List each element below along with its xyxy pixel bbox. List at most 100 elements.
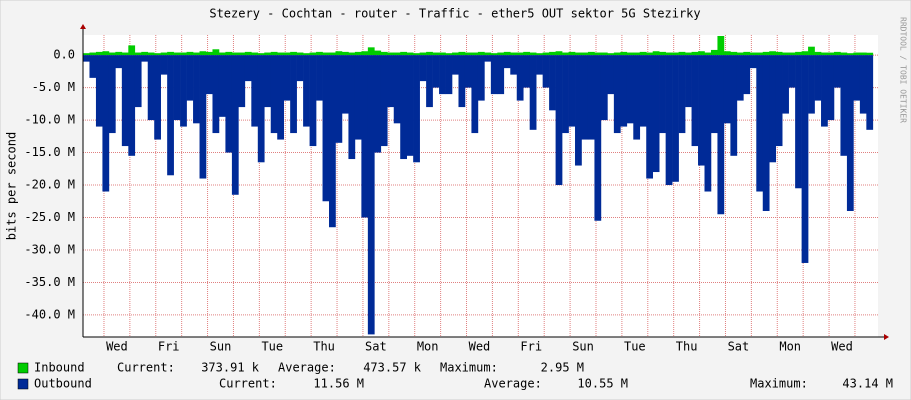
bar: [691, 55, 699, 147]
bar: [723, 55, 731, 124]
bar: [238, 52, 246, 56]
bar: [180, 52, 187, 56]
bar: [393, 55, 401, 124]
bar: [821, 52, 828, 56]
bar: [477, 55, 485, 101]
x-tick-label: Mon: [417, 340, 439, 354]
y-tick-label: -10.0 M: [24, 113, 75, 127]
bar: [782, 52, 789, 56]
bar: [549, 55, 556, 111]
bar: [400, 51, 407, 56]
bar: [639, 55, 647, 127]
bar: [367, 47, 375, 56]
bar: [659, 55, 666, 134]
bar: [238, 55, 246, 108]
bar: [303, 55, 310, 127]
bar: [587, 55, 595, 140]
bar: [193, 55, 200, 124]
bar: [620, 51, 628, 56]
bar: [89, 55, 97, 78]
legend-label: Inbound: [34, 361, 85, 375]
bar: [484, 52, 492, 56]
bar: [419, 55, 427, 82]
bar: [173, 55, 181, 121]
bar: [698, 51, 705, 56]
bar: [348, 55, 356, 160]
bar: [788, 52, 796, 56]
bar: [497, 52, 505, 56]
bar: [445, 55, 453, 95]
y-tick-label: -25.0 M: [24, 210, 75, 224]
x-tick-label: Fri: [158, 340, 180, 354]
bar: [529, 55, 537, 130]
bar: [523, 55, 531, 88]
legend-value: 11.56 M: [313, 377, 364, 391]
bar: [361, 55, 369, 218]
bar: [672, 55, 679, 182]
bar: [704, 52, 712, 56]
bar: [633, 52, 641, 56]
bar: [646, 55, 654, 179]
bar: [134, 52, 142, 56]
y-axis-label: bits per second: [5, 132, 19, 240]
bar: [846, 53, 854, 56]
y-tick-label: -20.0 M: [24, 178, 75, 192]
bar: [452, 52, 459, 56]
bar: [717, 55, 725, 215]
bar: [665, 55, 673, 186]
bar: [833, 55, 841, 88]
x-tick-label: Thu: [676, 340, 698, 354]
bar: [497, 55, 505, 95]
bar: [464, 52, 472, 56]
bar: [380, 51, 388, 56]
bar: [199, 51, 207, 56]
bar: [206, 55, 213, 95]
bar: [859, 52, 867, 56]
bar: [277, 55, 284, 140]
bar: [251, 52, 259, 56]
bar: [199, 55, 207, 179]
bar: [108, 52, 116, 56]
bar: [704, 55, 712, 192]
bar: [452, 55, 459, 75]
bar: [756, 55, 764, 192]
x-tick-label: Mon: [779, 340, 801, 354]
bar: [309, 55, 317, 147]
bar: [225, 51, 233, 56]
bar: [296, 52, 304, 56]
bar: [587, 51, 595, 56]
y-arrow: [80, 24, 86, 29]
x-tick-label: Wed: [469, 340, 491, 354]
bar: [814, 55, 822, 101]
bar: [329, 52, 336, 56]
bar: [743, 55, 751, 95]
bar: [471, 52, 479, 56]
bar: [115, 51, 123, 56]
bar: [516, 52, 524, 56]
bar: [329, 55, 336, 228]
bar: [393, 52, 401, 56]
bar: [251, 55, 259, 127]
bar: [840, 52, 848, 56]
bar: [659, 51, 666, 56]
bar: [218, 55, 226, 117]
bar: [413, 55, 420, 163]
bar: [827, 52, 835, 56]
bar: [542, 52, 550, 56]
bar: [620, 55, 628, 127]
bar: [510, 52, 518, 56]
bar: [853, 52, 861, 56]
bar: [380, 55, 388, 147]
bar: [775, 55, 783, 147]
bar: [121, 55, 129, 147]
bar: [723, 51, 731, 56]
x-tick-label: Tue: [624, 340, 646, 354]
bar: [244, 51, 252, 56]
x-tick-label: Thu: [313, 340, 335, 354]
legend: Inbound Current: 373.91 k Average: 473.57 k M…: [17, 361, 893, 391]
bar: [801, 51, 809, 56]
bar: [652, 55, 660, 173]
bar: [833, 51, 841, 56]
bar: [581, 52, 589, 56]
